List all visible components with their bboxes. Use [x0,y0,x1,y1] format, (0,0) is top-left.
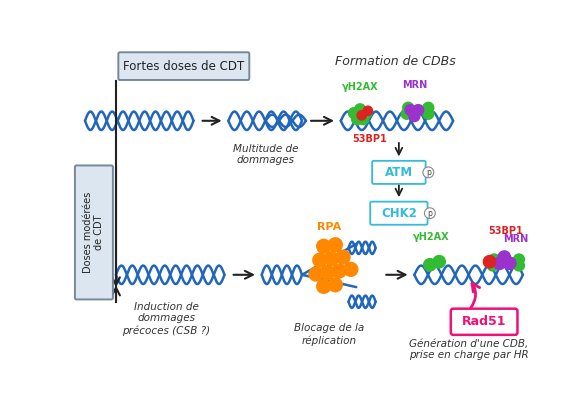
Circle shape [309,267,323,281]
Circle shape [358,114,369,125]
Text: 53BP1: 53BP1 [488,226,523,236]
Text: p: p [427,209,432,218]
Circle shape [409,111,420,121]
Circle shape [405,105,416,116]
Text: Génération d'une CDB,
prise en charge par HR: Génération d'une CDB, prise en charge pa… [409,339,528,360]
Circle shape [504,257,516,270]
Circle shape [361,108,372,118]
Text: Doses modérées
de CDT: Doses modérées de CDT [83,192,104,273]
FancyBboxPatch shape [451,309,518,335]
FancyBboxPatch shape [372,161,426,184]
Circle shape [363,106,373,116]
Circle shape [433,256,446,268]
Circle shape [401,108,412,119]
FancyBboxPatch shape [75,166,113,299]
FancyBboxPatch shape [370,202,427,225]
Circle shape [413,105,424,116]
Text: CHK2: CHK2 [381,207,417,220]
Text: γH2AX: γH2AX [413,232,450,242]
Circle shape [423,102,434,113]
Circle shape [483,256,496,268]
Text: RPA: RPA [317,222,341,232]
Circle shape [424,258,436,271]
Circle shape [498,251,511,263]
Text: MRN: MRN [402,80,427,90]
Circle shape [328,278,342,292]
Circle shape [424,208,436,219]
Text: p: p [426,168,431,177]
Text: γH2AX: γH2AX [342,82,379,92]
Circle shape [349,108,359,118]
Circle shape [344,262,358,276]
Circle shape [487,260,498,271]
Circle shape [357,111,366,120]
Circle shape [403,102,414,113]
Text: Rad51: Rad51 [462,315,507,328]
Text: Formation de CDBs: Formation de CDBs [335,55,456,68]
Circle shape [489,254,500,265]
Text: Multitude de
dommages: Multitude de dommages [233,144,298,166]
Text: Fortes doses de CDT: Fortes doses de CDT [123,60,244,73]
Circle shape [514,254,524,265]
FancyBboxPatch shape [119,52,249,80]
Circle shape [325,252,339,266]
Circle shape [317,279,330,293]
Circle shape [352,114,362,125]
Circle shape [313,253,327,267]
Circle shape [321,266,335,279]
Text: 53BP1: 53BP1 [352,134,387,144]
Text: MRN: MRN [504,234,529,244]
Text: Blocage de la
réplication: Blocage de la réplication [294,323,365,345]
Circle shape [423,108,434,119]
Circle shape [336,250,350,264]
Text: ATM: ATM [385,166,413,179]
Circle shape [423,167,434,178]
Circle shape [514,260,524,271]
Circle shape [355,104,366,115]
Circle shape [328,238,342,252]
Text: Induction de
dommages
précoces (CSB ?): Induction de dommages précoces (CSB ?) [122,302,210,335]
Circle shape [332,264,346,278]
Circle shape [494,257,506,270]
Circle shape [317,239,330,253]
